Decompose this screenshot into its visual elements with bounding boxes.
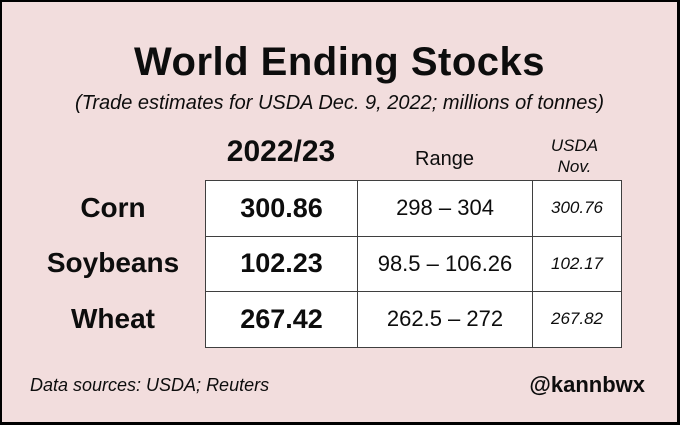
- wheat-range-cell: 262.5 – 272: [357, 291, 533, 348]
- column-header-estimate: 2022/23: [226, 135, 336, 168]
- usda-header-line1: USDA: [550, 136, 599, 156]
- corn-estimate-cell: 300.86: [205, 180, 358, 237]
- table-row-soybeans: 102.23 98.5 – 106.26 102.17: [205, 235, 622, 293]
- wheat-usda-nov-cell: 267.82: [532, 291, 622, 348]
- row-label-wheat: Wheat: [71, 303, 155, 335]
- row-label-soybeans: Soybeans: [46, 247, 180, 279]
- table-row-corn: 300.86 298 – 304 300.76: [205, 180, 622, 237]
- corn-usda-nov-cell: 300.76: [532, 180, 622, 237]
- page-title: World Ending Stocks: [133, 40, 545, 84]
- row-label-corn: Corn: [80, 191, 146, 223]
- table-row-wheat: 267.42 262.5 – 272 267.82: [205, 291, 622, 348]
- soybeans-usda-nov-cell: 102.17: [532, 235, 622, 293]
- author-credit: @kannbwx: [529, 372, 645, 397]
- column-header-usda-nov-text: USDA Nov.: [551, 136, 598, 177]
- data-source-note: Data sources: USDA; Reuters: [30, 375, 270, 395]
- soybeans-range-cell: 98.5 – 106.26: [357, 235, 533, 293]
- corn-range-cell: 298 – 304: [357, 180, 533, 237]
- row-label-column: Corn Soybeans Wheat: [22, 180, 204, 347]
- column-header-usda-nov: USDA Nov.: [530, 128, 619, 178]
- usda-header-line2: Nov.: [557, 156, 592, 176]
- column-header-range: Range: [415, 148, 474, 170]
- wheat-estimate-cell: 267.42: [205, 291, 358, 348]
- estimates-table: 300.86 298 – 304 300.76 102.23 98.5 – 10…: [205, 180, 622, 348]
- soybeans-estimate-cell: 102.23: [205, 235, 358, 293]
- page-subtitle: (Trade estimates for USDA Dec. 9, 2022; …: [74, 92, 605, 114]
